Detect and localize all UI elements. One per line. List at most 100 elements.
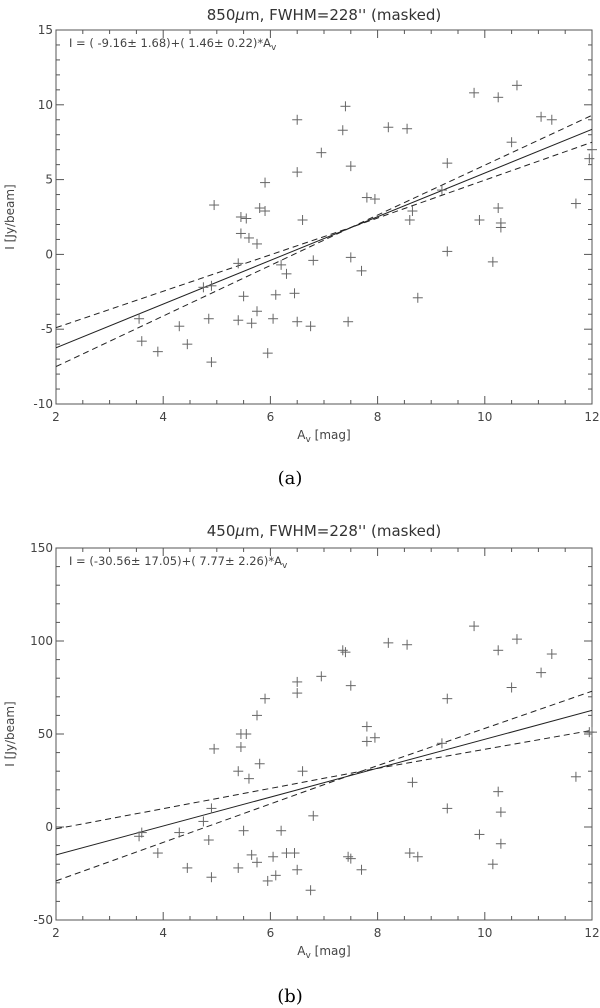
data-point xyxy=(404,214,415,225)
data-point xyxy=(233,315,244,326)
y-tick-label: -10 xyxy=(33,397,53,411)
data-point xyxy=(268,313,279,324)
data-point xyxy=(412,292,423,303)
data-point xyxy=(252,710,262,721)
data-point xyxy=(209,743,220,754)
x-tick-label: 6 xyxy=(267,926,275,940)
data-point xyxy=(570,771,581,782)
data-point xyxy=(345,161,356,172)
x-tick-label: 4 xyxy=(159,410,167,424)
x-tick-label: 12 xyxy=(584,410,599,424)
x-tick-label: 8 xyxy=(374,410,382,424)
data-point xyxy=(412,851,423,862)
data-point xyxy=(206,872,217,883)
data-point xyxy=(182,339,193,350)
data-point xyxy=(233,862,244,873)
data-point xyxy=(297,214,308,225)
data-point xyxy=(340,101,351,112)
y-axis-label: I [Jy/beam] xyxy=(3,701,17,766)
data-point xyxy=(305,885,316,896)
x-tick-label: 10 xyxy=(477,410,492,424)
y-tick-label: -50 xyxy=(33,913,53,927)
data-point xyxy=(337,125,348,136)
x-axis-label: Av [mag] xyxy=(297,944,350,961)
data-point xyxy=(493,786,504,797)
data-point xyxy=(546,649,557,660)
data-point xyxy=(436,185,447,196)
data-point xyxy=(203,313,214,324)
data-point xyxy=(495,838,506,849)
data-point xyxy=(345,252,356,263)
data-point xyxy=(506,137,517,148)
x-axis-label: Av [mag] xyxy=(297,428,350,445)
y-tick-label: 50 xyxy=(38,727,53,741)
data-point xyxy=(292,114,303,125)
plot-frame xyxy=(55,29,593,405)
chart-panel-a: 850μm, FWHM=228'' (masked) 2 4 6 8 10 12 -10 -5 0… xyxy=(3,6,600,489)
data-point xyxy=(340,647,351,658)
data-point xyxy=(343,316,354,327)
data-point xyxy=(238,291,249,302)
data-point xyxy=(404,848,415,859)
data-point xyxy=(246,849,257,860)
confidence-band-lower xyxy=(56,141,592,368)
data-point xyxy=(254,758,265,769)
data-point xyxy=(361,721,372,732)
data-point xyxy=(587,144,597,155)
data-point xyxy=(174,827,185,838)
data-point xyxy=(292,688,303,699)
data-point xyxy=(308,255,319,266)
data-point xyxy=(345,680,356,691)
data-point xyxy=(246,318,257,329)
data-point xyxy=(469,87,480,98)
fit-equation: I = (-30.56± 17.05)+( 7.77± 2.26)*Av xyxy=(69,554,288,571)
data-point xyxy=(506,682,517,693)
data-point xyxy=(268,851,279,862)
y-tick-label: 15 xyxy=(38,23,53,37)
data-point xyxy=(289,848,300,859)
data-point xyxy=(442,158,453,169)
data-point xyxy=(511,80,522,91)
data-point xyxy=(402,639,413,650)
data-point xyxy=(235,212,246,222)
data-point xyxy=(252,238,262,249)
data-point xyxy=(442,693,453,704)
data-point xyxy=(206,357,217,368)
data-point xyxy=(292,316,303,327)
data-point xyxy=(209,200,220,211)
data-point xyxy=(407,206,418,217)
confidence-band-upper xyxy=(56,690,592,830)
data-point xyxy=(383,637,394,648)
data-point xyxy=(469,621,480,632)
x-tick-label: 2 xyxy=(52,410,60,424)
data-point xyxy=(383,122,394,133)
fit-equation: I = ( -9.16± 1.68)+( 1.46± 0.22)*Av xyxy=(69,36,277,53)
data-point xyxy=(402,123,413,134)
data-point xyxy=(136,827,147,838)
data-point xyxy=(493,645,504,656)
data-point xyxy=(436,738,447,749)
data-point xyxy=(343,851,354,862)
chart-panel-b: 450μm, FWHM=228'' (masked) 2 4 6 8 10 12 -50 0 50… xyxy=(3,522,600,1007)
data-point xyxy=(493,92,504,103)
data-point xyxy=(281,268,292,279)
subfigure-caption: (b) xyxy=(277,986,303,1007)
x-tick-label: 2 xyxy=(52,926,60,940)
y-tick-label: 100 xyxy=(30,634,53,648)
x-tick-label: 6 xyxy=(267,410,275,424)
data-point xyxy=(206,803,217,814)
fit-line xyxy=(56,709,592,856)
data-point xyxy=(260,177,271,188)
data-point xyxy=(270,870,281,881)
data-point xyxy=(305,321,316,332)
data-point xyxy=(235,228,246,239)
y-tick-label: 0 xyxy=(45,820,53,834)
y-axis-label: I [Jy/beam] xyxy=(3,184,17,249)
x-tick-label: 4 xyxy=(159,926,167,940)
data-point xyxy=(356,864,367,875)
data-point xyxy=(487,256,498,267)
data-point xyxy=(235,742,246,753)
data-point xyxy=(316,671,327,682)
data-point xyxy=(262,348,273,359)
